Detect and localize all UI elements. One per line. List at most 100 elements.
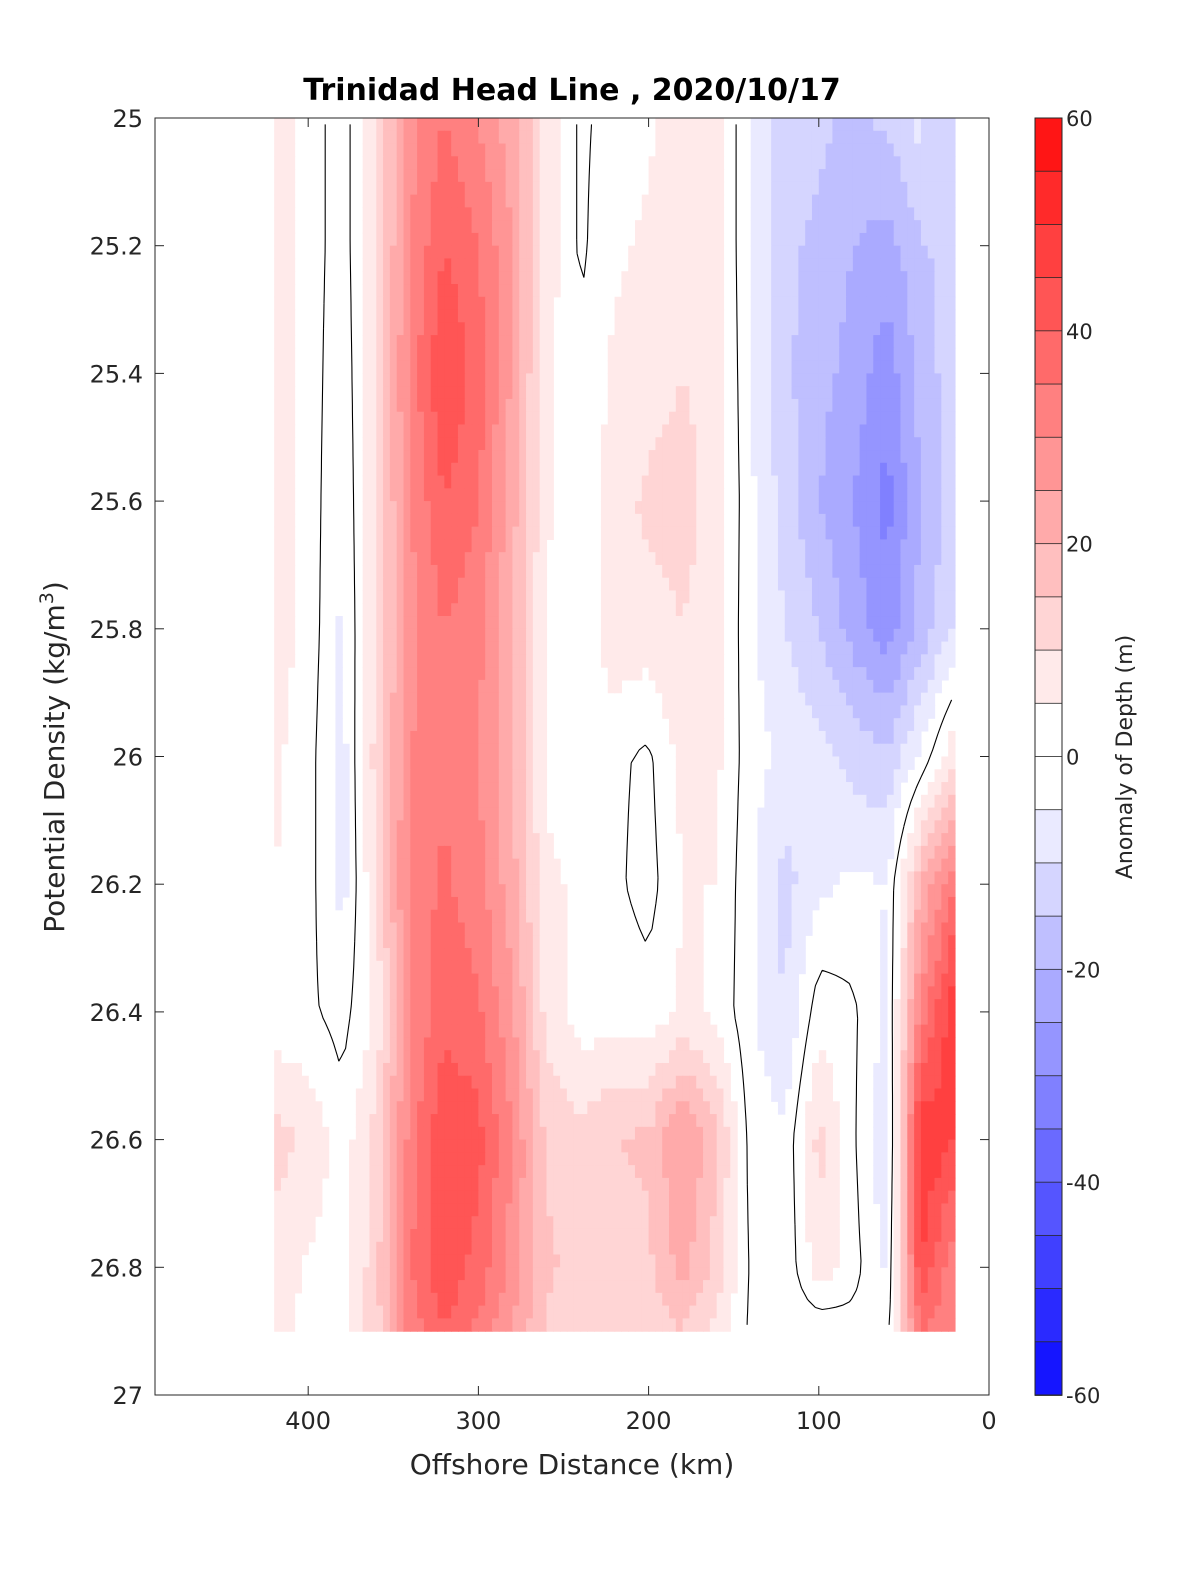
heatmap-cell [526, 450, 534, 464]
heatmap-cell [471, 373, 479, 387]
heatmap-cell [771, 807, 779, 821]
heatmap-cell [614, 462, 622, 477]
heatmap-cell [669, 450, 677, 464]
heatmap-cell [825, 552, 834, 566]
heatmap-cell [873, 513, 881, 528]
heatmap-cell [389, 169, 398, 183]
heatmap-cell [716, 450, 725, 464]
heatmap-cell [403, 1037, 411, 1051]
heatmap-cell [825, 462, 834, 477]
heatmap-cell [859, 424, 868, 438]
heatmap-cell [941, 501, 949, 515]
heatmap-cell [457, 398, 466, 413]
heatmap-cell [852, 807, 861, 821]
heatmap-cell [464, 628, 473, 643]
heatmap-cell [648, 654, 656, 668]
heatmap-cell [839, 730, 847, 745]
heatmap-cell [846, 526, 854, 541]
heatmap-cell [948, 986, 956, 1000]
heatmap-cell [798, 526, 806, 541]
heatmap-cell [784, 130, 793, 145]
heatmap-cell [675, 450, 684, 464]
heatmap-cell [655, 284, 663, 298]
heatmap-cell [451, 501, 459, 515]
heatmap-cell [539, 450, 548, 464]
heatmap-cell [771, 986, 779, 1000]
heatmap-cell [369, 462, 377, 477]
heatmap-cell [689, 820, 697, 834]
heatmap-cell [818, 616, 827, 630]
heatmap-cell [866, 692, 874, 707]
heatmap-cell [757, 577, 765, 592]
heatmap-cell [519, 858, 527, 873]
heatmap-cell [669, 654, 677, 668]
heatmap-cell [703, 782, 711, 796]
heatmap-cell [839, 309, 847, 323]
heatmap-cell [369, 922, 377, 936]
heatmap-cell [914, 641, 922, 655]
heatmap-cell [389, 1011, 398, 1026]
heatmap-cell [771, 181, 779, 196]
heatmap-cell [675, 807, 684, 821]
heatmap-cell [669, 718, 677, 732]
heatmap-cell [376, 450, 384, 464]
heatmap-cell [437, 986, 445, 1000]
heatmap-cell [900, 590, 908, 604]
heatmap-cell [852, 667, 861, 681]
heatmap-cell [417, 871, 425, 885]
heatmap-cell [410, 373, 418, 387]
heatmap-cell [771, 322, 779, 336]
heatmap-cell [825, 373, 834, 387]
heatmap-cell [417, 884, 425, 898]
heatmap-cell [757, 169, 765, 183]
heatmap-cell [485, 245, 493, 260]
heatmap-cell [818, 258, 827, 272]
heatmap-cell [846, 271, 854, 285]
heatmap-cell [478, 654, 486, 668]
heatmap-cell [886, 564, 895, 579]
heatmap-cell [798, 130, 806, 145]
heatmap-cell [451, 347, 459, 362]
heatmap-cell [430, 909, 439, 924]
heatmap-cell [628, 526, 636, 541]
heatmap-cell [907, 884, 915, 898]
heatmap-cell [846, 130, 854, 145]
heatmap-cell [274, 552, 282, 566]
heatmap-cell [342, 756, 350, 770]
heatmap-cell [852, 271, 861, 285]
heatmap-cell [675, 411, 684, 426]
heatmap-cell [280, 360, 289, 374]
heatmap-cell [757, 373, 765, 387]
heatmap-cell [818, 526, 827, 541]
heatmap-cell [274, 258, 282, 272]
heatmap-cell [389, 181, 398, 196]
heatmap-cell [410, 794, 418, 809]
heatmap-cell [437, 488, 445, 502]
heatmap-cell [437, 935, 445, 949]
heatmap-cell [403, 986, 411, 1000]
heatmap-cell [886, 539, 895, 553]
heatmap-cell [410, 207, 418, 221]
heatmap-cell [941, 386, 949, 400]
heatmap-cell [771, 1024, 779, 1039]
heatmap-cell [403, 616, 411, 630]
heatmap-cell [444, 118, 452, 132]
heatmap-cell [948, 616, 956, 630]
heatmap-cell [492, 258, 500, 272]
heatmap-cell [716, 705, 725, 719]
heatmap-cell [852, 526, 861, 541]
heatmap-cell [886, 782, 895, 796]
heatmap-cell [437, 743, 445, 758]
heatmap-cell [927, 960, 936, 975]
heatmap-cell [396, 194, 405, 208]
heatmap-cell [485, 782, 493, 796]
heatmap-cell [825, 577, 834, 592]
heatmap-cell [532, 679, 541, 694]
heatmap-cell [389, 450, 398, 464]
heatmap-cell [832, 743, 840, 758]
heatmap-cell [927, 526, 936, 541]
heatmap-cell [696, 692, 704, 707]
heatmap-cell [859, 194, 868, 208]
heatmap-cell [648, 424, 656, 438]
heatmap-cell [478, 488, 486, 502]
